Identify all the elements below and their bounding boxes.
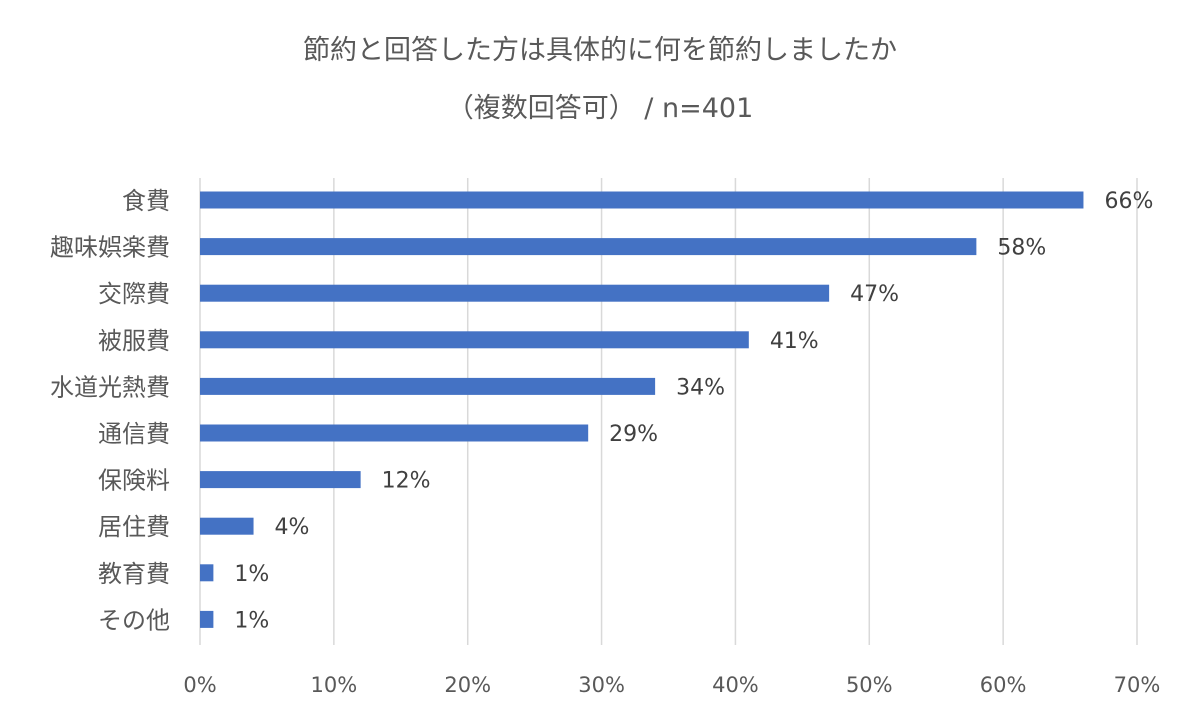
bar-4 bbox=[200, 377, 656, 395]
bar-5 bbox=[200, 424, 589, 442]
x-tick-label: 20% bbox=[444, 673, 491, 697]
value-label: 29% bbox=[609, 422, 658, 447]
x-tick-label: 30% bbox=[578, 673, 625, 697]
bar-9 bbox=[200, 610, 214, 628]
category-label: 水道光熱費 bbox=[50, 373, 170, 401]
chart-subtitle: （複数回答可） / n=401 bbox=[446, 93, 754, 124]
value-label: 41% bbox=[770, 329, 819, 354]
bar-0 bbox=[200, 191, 1084, 209]
x-tick-label: 60% bbox=[980, 673, 1027, 697]
value-label: 1% bbox=[234, 562, 269, 587]
category-label: 食費 bbox=[122, 187, 170, 215]
bar-2 bbox=[200, 284, 830, 302]
category-label: 趣味娯楽費 bbox=[50, 234, 170, 262]
bars bbox=[200, 191, 1084, 628]
x-tick-label: 10% bbox=[311, 673, 358, 697]
gridlines bbox=[199, 178, 1138, 645]
value-label: 47% bbox=[850, 282, 899, 307]
value-label: 1% bbox=[234, 608, 269, 633]
value-label: 66% bbox=[1104, 189, 1153, 214]
x-tick-label: 70% bbox=[1114, 673, 1161, 697]
value-label: 4% bbox=[275, 515, 310, 540]
bar-3 bbox=[200, 331, 749, 349]
category-label: 通信費 bbox=[98, 420, 170, 448]
bar-6 bbox=[200, 471, 361, 489]
x-tick-label: 0% bbox=[183, 673, 216, 697]
category-label: 被服費 bbox=[98, 327, 170, 355]
value-label: 12% bbox=[382, 469, 431, 494]
bar-7 bbox=[200, 517, 254, 535]
value-label: 58% bbox=[997, 236, 1046, 261]
bar-1 bbox=[200, 238, 977, 256]
category-label: 居住費 bbox=[98, 513, 170, 541]
chart-title: 節約と回答した方は具体的に何を節約しましたか bbox=[303, 35, 897, 66]
category-label: 保険料 bbox=[98, 467, 170, 495]
category-label: その他 bbox=[98, 606, 170, 634]
category-label: 交際費 bbox=[98, 280, 170, 308]
x-tick-label: 50% bbox=[846, 673, 893, 697]
bar-8 bbox=[200, 564, 214, 582]
labels: 0% 10% 20% 30% 40% 50% 60% 70% 食費 66% 趣味娯楽費 58% 交際費 4… bbox=[50, 187, 1160, 697]
value-label: 34% bbox=[676, 375, 725, 400]
category-label: 教育費 bbox=[98, 560, 170, 588]
x-tick-label: 40% bbox=[712, 673, 759, 697]
